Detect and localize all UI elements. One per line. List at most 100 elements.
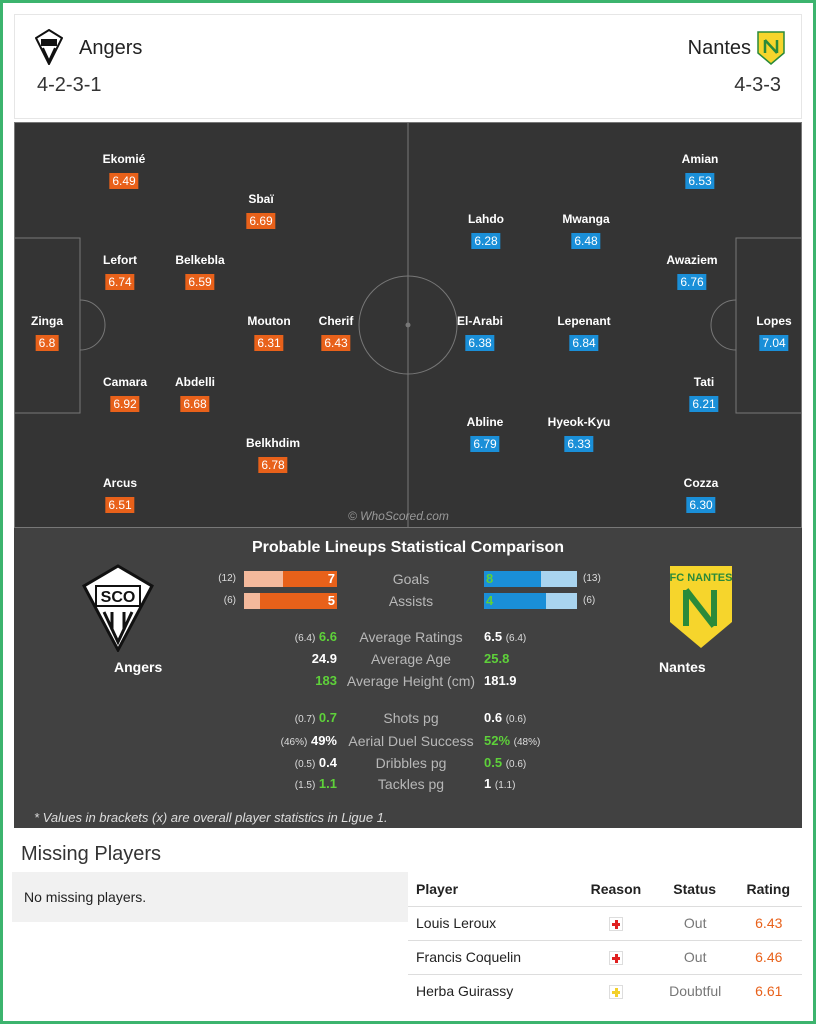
reason	[577, 939, 655, 974]
column-header: Status	[673, 880, 717, 897]
player-name: Lepenant	[557, 314, 611, 328]
home-overall: (12)	[218, 573, 236, 584]
home-overall: (6.4)	[294, 633, 316, 644]
column-header: Reason	[590, 880, 642, 897]
home-value: 1.1	[318, 776, 337, 791]
reason-icon	[609, 917, 624, 932]
home-value: 0.4	[318, 755, 337, 770]
away-value: 1	[484, 776, 492, 791]
home-logo: SCO	[82, 564, 154, 652]
player-name: Abdelli	[174, 375, 215, 389]
home-overall: (0.7)	[294, 714, 316, 725]
stat-label: Average Ratings	[359, 629, 463, 645]
reason-icon	[609, 985, 624, 1000]
player-name: Sbaï	[248, 192, 274, 206]
column-header: Rating	[746, 880, 791, 897]
rating: 6.61	[735, 973, 802, 1008]
home-bar	[282, 571, 337, 587]
home-formation: 4-2-3-1	[37, 74, 102, 96]
missing-row: Herba Guirassy Doubtful 6.61	[408, 973, 802, 1008]
player-name: Mouton	[247, 314, 291, 328]
home-value: 6.6	[318, 629, 337, 644]
home-stat: (6.4) 6.6	[295, 629, 337, 644]
player-name: Abline	[466, 415, 504, 429]
player-rating: 6.74	[105, 274, 135, 290]
player-rating: 6.21	[689, 396, 719, 412]
rating: 6.43	[735, 905, 802, 940]
away-overall: (0.6)	[505, 759, 527, 770]
pitch: © WhoScored.com Ekomié 6.49 Sbaï 6.69 Lefort…	[14, 122, 802, 528]
player-rating: 6.38	[465, 335, 495, 351]
home-stat: (0.5) 0.4	[295, 755, 337, 770]
away-overall: (1.1)	[494, 780, 516, 791]
missing-table: Player Reason Status Rating Louis Leroux Out 6…	[408, 872, 802, 1008]
away-overall: (6)	[583, 595, 596, 606]
stat-label: Average Age	[371, 651, 451, 667]
player-rating: 6.43	[321, 335, 351, 351]
away-value: 0.6	[484, 710, 503, 725]
home-crest	[35, 29, 63, 65]
match-header: Angers 4-2-3-1 Nantes 4-3-3	[14, 14, 802, 119]
credit: © WhoScored.com	[348, 509, 449, 523]
stat-label: Assists	[388, 593, 434, 609]
stat-label: Average Height (cm)	[346, 673, 476, 689]
away-stat: 25.8	[484, 651, 509, 666]
home-missing: No missing players.	[12, 872, 408, 922]
home-stat: 24.9	[312, 651, 337, 666]
away-stat: 0.6 (0.6)	[484, 710, 526, 725]
reason	[577, 973, 655, 1008]
home-overall: (6)	[223, 595, 236, 606]
player-rating: 6.53	[685, 173, 715, 189]
stat-label: Aerial Duel Success	[348, 733, 474, 749]
footnote: * Values in brackets (x) are overall pla…	[34, 810, 388, 825]
player-rating: 6.8	[35, 335, 59, 351]
player-name: Ekomié	[102, 152, 146, 166]
away-crest	[757, 31, 785, 65]
player-rating: 6.69	[246, 213, 276, 229]
home-name: Angers	[114, 659, 163, 675]
home-stat: 183	[315, 673, 337, 688]
player-rating: 6.92	[110, 396, 140, 412]
svg-text:FC NANTES: FC NANTES	[670, 572, 733, 584]
away-bar	[484, 593, 546, 609]
player-name: Camara	[102, 375, 148, 389]
missing-row: Louis Leroux Out 6.43	[408, 905, 802, 940]
pitch-lines	[14, 122, 802, 528]
svg-text:SCO: SCO	[101, 589, 136, 606]
player-rating: 6.28	[471, 233, 501, 249]
column-header: Player	[416, 880, 459, 897]
away-stat: 6.5 (6.4)	[484, 629, 526, 644]
away-stat: 181.9	[484, 673, 517, 688]
home-value: 24.9	[311, 651, 337, 666]
player-name: El-Arabi	[456, 314, 503, 328]
player-rating: 7.04	[759, 335, 789, 351]
away-stat: 1 (1.1)	[484, 776, 515, 791]
player-name: Mwanga	[562, 212, 610, 226]
rating: 6.46	[735, 939, 802, 974]
home-overall: (46%)	[280, 737, 308, 748]
stat-label: Tackles pg	[377, 776, 445, 792]
away-team: Nantes	[687, 37, 751, 59]
player-rating: 6.78	[258, 457, 288, 473]
comparison: Probable Lineups Statistical Comparison …	[14, 528, 802, 828]
player-rating: 6.84	[569, 335, 599, 351]
home-stat: (1.5) 1.1	[295, 776, 337, 791]
player-name: Cozza	[683, 476, 719, 490]
status: Out	[654, 939, 736, 974]
away-value: 6.5	[484, 629, 503, 644]
player-rating: 6.59	[185, 274, 215, 290]
away-value: 0.5	[484, 755, 503, 770]
player-rating: 6.51	[105, 497, 135, 513]
player-name: Awaziem	[666, 253, 718, 267]
cross-v	[615, 920, 619, 930]
player-rating: 6.33	[564, 436, 594, 452]
comparison-title: Probable Lineups Statistical Comparison	[251, 539, 565, 556]
home-stat: (0.7) 0.7	[295, 710, 337, 725]
player-name: Arcus	[102, 476, 137, 490]
status: Doubtful	[654, 973, 736, 1008]
player-rating: 6.79	[470, 436, 500, 452]
player: Louis Leroux	[408, 905, 578, 940]
cross-v	[615, 988, 619, 998]
home-value: 49%	[310, 733, 337, 748]
